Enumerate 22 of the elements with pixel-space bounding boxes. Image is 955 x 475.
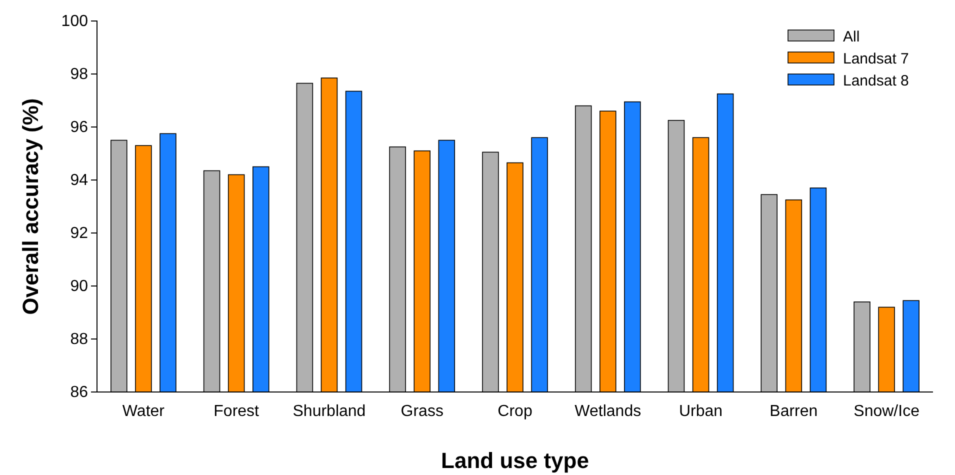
y-tick-label: 100 [61, 13, 88, 30]
y-tick-label: 90 [70, 278, 88, 296]
x-tick-label: Shurbland [292, 402, 366, 420]
y-tick-label: 88 [70, 331, 88, 348]
y-axis-title: Overall accuracy (%) [18, 98, 43, 315]
legend-label: Landsat 8 [843, 72, 909, 90]
x-tick-label: Urban [678, 402, 723, 420]
y-tick-label: 94 [70, 172, 88, 190]
x-tick-label: Water [122, 402, 166, 420]
y-tick-label: 98 [70, 66, 88, 84]
legend-label: Landsat 7 [843, 50, 909, 68]
y-tick-label: 92 [70, 225, 88, 242]
x-tick-label: Barren [770, 402, 818, 420]
legend-label: All [843, 28, 860, 46]
x-tick-label: Crop [498, 402, 532, 420]
y-tick-label: 96 [70, 119, 88, 136]
x-tick-label: Wetlands [574, 402, 642, 420]
y-tick-label: 86 [70, 384, 88, 402]
x-axis-title: Land use type [441, 448, 589, 473]
x-tick-label: Forest [214, 402, 260, 420]
x-tick-label: Grass [400, 402, 444, 420]
x-tick-label: Snow/Ice [854, 402, 920, 420]
